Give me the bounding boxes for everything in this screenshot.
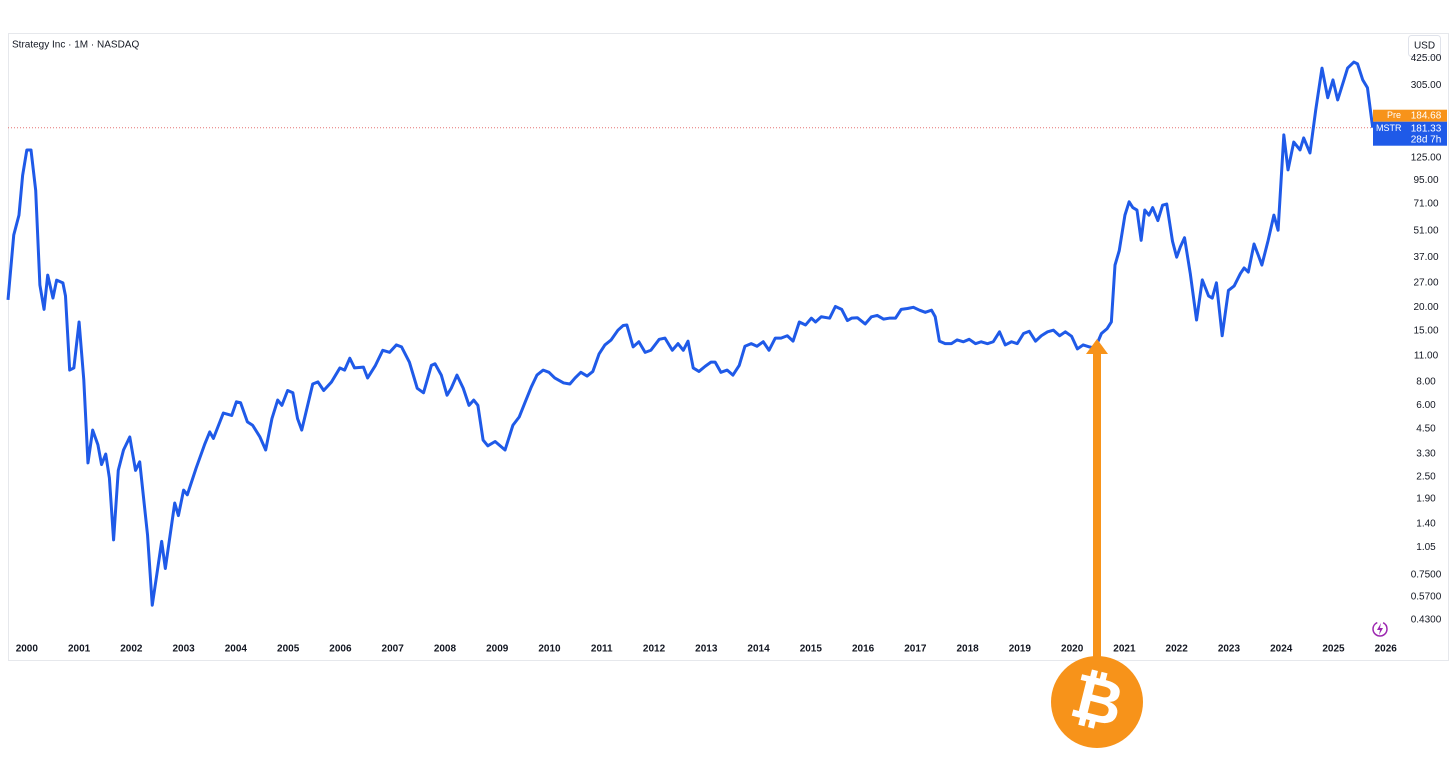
y-tick-label: 95.00 (1413, 175, 1438, 186)
x-tick-label: 2013 (695, 644, 718, 655)
price-line (6, 60, 1375, 607)
pre-market-label: Pre (1387, 110, 1401, 120)
x-tick-label: 2006 (329, 644, 352, 655)
bitcoin-annotation: ₿ (1051, 339, 1143, 748)
x-tick-label: 2023 (1218, 644, 1241, 655)
chart-frame (8, 33, 1449, 661)
pre-market-tag (1373, 109, 1447, 122)
y-tick-label: 15.00 (1413, 325, 1438, 336)
y-tick-label: 425.00 (1411, 53, 1442, 64)
y-tick-label: 1.05 (1416, 542, 1436, 553)
x-tick-label: 2005 (277, 644, 300, 655)
x-tick-label: 2000 (16, 644, 39, 655)
x-tick-label: 2026 (1375, 644, 1398, 655)
x-tick-label: 2012 (643, 644, 666, 655)
x-tick-label: 2022 (1166, 644, 1189, 655)
y-tick-label: 3.30 (1416, 449, 1436, 460)
pre-market-price: 184.68 (1411, 110, 1442, 121)
y-tick-label: 1.40 (1416, 519, 1436, 530)
x-tick-label: 2001 (68, 644, 91, 655)
y-tick-label: 20.00 (1413, 302, 1438, 313)
y-tick-label: 305.00 (1411, 80, 1442, 91)
y-tick-label: 2.50 (1416, 471, 1436, 482)
x-tick-label: 2004 (225, 644, 248, 655)
x-tick-label: 2011 (591, 644, 613, 655)
y-tick-label: 0.5700 (1411, 592, 1442, 603)
y-tick-label: 27.00 (1413, 277, 1438, 288)
y-tick-label: 0.7500 (1411, 569, 1442, 580)
x-tick-label: 2002 (120, 644, 143, 655)
x-tick-label: 2014 (747, 644, 770, 655)
x-tick-label: 2017 (904, 644, 927, 655)
currency-label: USD (1414, 41, 1435, 52)
x-tick-label: 2007 (382, 644, 405, 655)
plot: 425.00 305.00 125.00 95.00 71.00 51.00 37.00 27… (6, 53, 1447, 655)
bitcoin-icon (1051, 656, 1143, 748)
x-tick-label: 2025 (1322, 644, 1345, 655)
y-tick-label: 0.4300 (1411, 615, 1442, 626)
x-tick-label: 2018 (956, 644, 979, 655)
lightning-icon (1372, 621, 1388, 637)
y-tick-label: 6.00 (1416, 400, 1436, 411)
x-tick-label: 2010 (538, 644, 561, 655)
series-name: MSTR (1376, 123, 1402, 133)
x-tick-label: 2008 (434, 644, 457, 655)
last-price-tag (1373, 121, 1447, 146)
x-tick-label: 2015 (800, 644, 823, 655)
annotation-arrowhead (1086, 339, 1108, 354)
x-tick-label: 2009 (486, 644, 509, 655)
countdown: 28d 7h (1411, 134, 1442, 145)
x-tick-label: 2020 (1061, 644, 1084, 655)
y-tick-label: 37.00 (1413, 252, 1438, 263)
x-tick-label: 2024 (1270, 644, 1293, 655)
x-tick-label: 2003 (172, 644, 195, 655)
x-tick-label: 2019 (1009, 644, 1032, 655)
annotation-arrow (1093, 352, 1101, 657)
y-tick-label: 8.00 (1416, 377, 1436, 388)
x-tick-label: 2021 (1113, 644, 1136, 655)
currency-button[interactable] (1408, 35, 1441, 57)
last-price-label: 181.33 (1411, 123, 1442, 134)
y-tick-label: 125.00 (1411, 153, 1442, 164)
y-tick-label: 1.90 (1416, 494, 1436, 505)
y-tick-label: 11.00 (1414, 351, 1439, 362)
y-tick-label: 4.50 (1416, 423, 1436, 434)
chart-title: Strategy Inc · 1M · NASDAQ (12, 40, 139, 51)
y-tick-label: 51.00 (1413, 226, 1438, 237)
y-tick-label: 71.00 (1413, 199, 1438, 210)
x-tick-label: 2016 (852, 644, 875, 655)
